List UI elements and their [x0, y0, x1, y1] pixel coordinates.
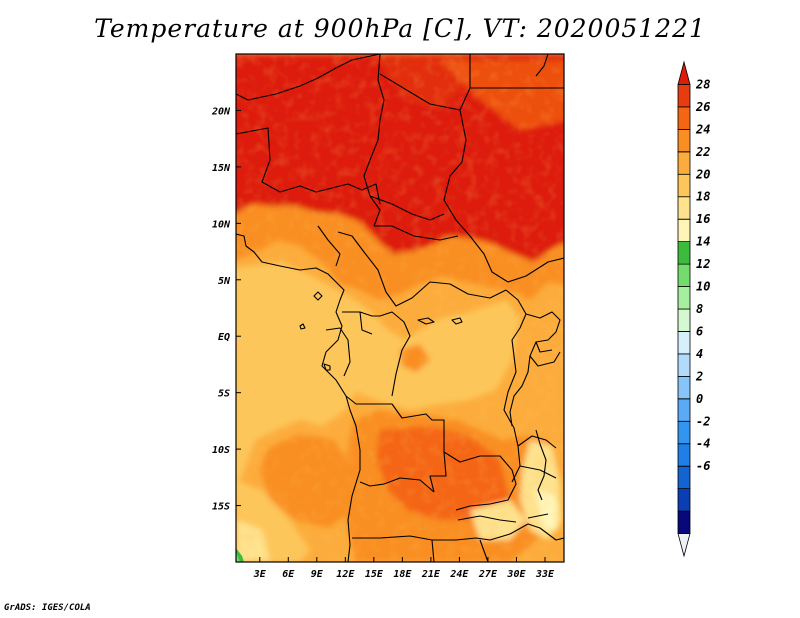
chart-title: Temperature at 900hPa [C], VT: 202005122… [94, 14, 706, 43]
colorbar-swatch [677, 60, 691, 85]
x-tick-label: 9E [311, 569, 324, 580]
colorbar-label: 20 [695, 167, 710, 181]
colorbar-swatch [677, 286, 691, 310]
y-tick-label: 5S [218, 389, 230, 400]
y-axis: 20N 15N 10N 5N EQ 5S 10S 15S [211, 106, 241, 513]
colorbar-label: 22 [695, 145, 710, 159]
colorbar-label: 12 [696, 257, 710, 271]
y-tick-label: 10N [212, 219, 231, 230]
y-tick-label: EQ [218, 332, 230, 343]
colorbar-swatch [677, 353, 691, 377]
x-tick-label: 12E [336, 569, 355, 580]
map-plot-area [236, 54, 564, 562]
colorbar-swatch [677, 488, 691, 512]
x-tick-label: 18E [393, 569, 412, 580]
colorbar-swatch [677, 398, 691, 422]
colorbar-swatch [677, 443, 691, 467]
colorbar-swatch [677, 196, 691, 220]
y-tick-label: 15S [212, 502, 230, 513]
x-tick-label: 15E [365, 569, 384, 580]
colorbar-label: 2 [695, 369, 703, 383]
colorbar-label: -6 [696, 459, 710, 473]
grads-credit: GrADS: IGES/COLA [4, 603, 91, 613]
colorbar-label: 18 [696, 190, 710, 204]
colorbar-swatch [677, 331, 691, 355]
y-tick-label: 5N [218, 276, 231, 287]
colorbar-label: -2 [696, 414, 710, 428]
colorbar-swatch [677, 128, 691, 153]
colorbar-swatch [677, 510, 691, 534]
colorbar-label: 8 [696, 302, 703, 316]
x-tick-label: 30E [506, 569, 526, 580]
colorbar-swatch [677, 533, 691, 558]
colorbar-label: 10 [696, 280, 710, 294]
x-tick-label: 3E [253, 569, 267, 580]
colorbar-label: 26 [695, 100, 710, 114]
y-tick-label: 15N [212, 163, 231, 174]
colorbar-swatch [677, 465, 691, 490]
colorbar-label: -4 [696, 437, 710, 451]
colorbar-swatch [677, 263, 691, 287]
map-frame [235, 53, 565, 563]
x-tick-label: 6E [282, 569, 295, 580]
colorbar-label: 6 [696, 324, 703, 338]
colorbar-label: 14 [696, 235, 710, 249]
x-tick-label: 24E [449, 569, 469, 580]
colorbar-swatch [677, 106, 691, 130]
colorbar-label: 4 [696, 347, 703, 361]
colorbar-swatch [677, 375, 691, 400]
colorbar-label: 28 [695, 77, 710, 91]
colorbar-swatch [677, 173, 691, 198]
colorbar-swatch [677, 84, 691, 108]
x-tick-label: 27E [478, 569, 498, 580]
colorbar-swatch [677, 218, 691, 243]
colorbar-swatch [677, 151, 691, 175]
country-borders [236, 54, 564, 562]
y-tick-label: 10S [212, 445, 230, 456]
x-axis: 3E 6E 9E 12E 15E 18E 21E 24E 27E 30E 33E [253, 557, 555, 580]
x-tick-label: 21E [421, 569, 441, 580]
y-tick-label: 20N [211, 106, 231, 117]
colorbar-swatch [677, 308, 691, 332]
colorbar-swatch [677, 420, 691, 445]
colorbar-label: 0 [696, 392, 703, 406]
colorbar-label: 24 [695, 122, 710, 136]
x-tick-label: 33E [535, 569, 555, 580]
colorbar-swatch [677, 241, 691, 265]
colorbar-label: 16 [696, 212, 710, 226]
